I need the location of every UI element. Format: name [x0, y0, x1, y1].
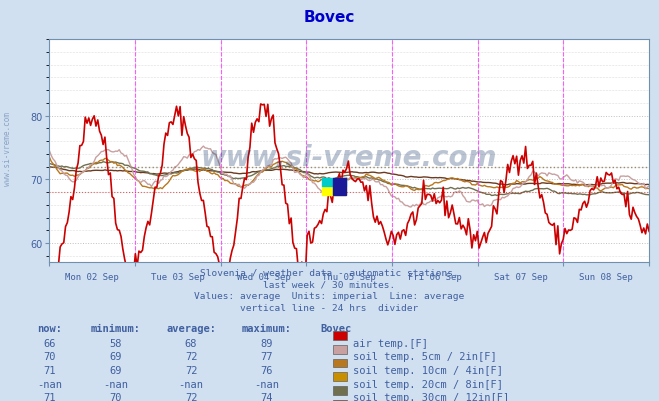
- Text: minimum:: minimum:: [90, 323, 140, 333]
- Text: 66: 66: [43, 338, 55, 348]
- Text: soil temp. 30cm / 12in[F]: soil temp. 30cm / 12in[F]: [353, 392, 509, 401]
- Text: 76: 76: [261, 365, 273, 375]
- Text: Fri 06 Sep: Fri 06 Sep: [408, 272, 462, 281]
- Text: www.si-vreme.com: www.si-vreme.com: [3, 111, 13, 185]
- Text: 72: 72: [185, 392, 197, 401]
- Text: 89: 89: [261, 338, 273, 348]
- Text: vertical line - 24 hrs  divider: vertical line - 24 hrs divider: [241, 304, 418, 312]
- Polygon shape: [333, 178, 346, 196]
- Text: Tue 03 Sep: Tue 03 Sep: [151, 272, 205, 281]
- Text: Values: average  Units: imperial  Line: average: Values: average Units: imperial Line: av…: [194, 292, 465, 300]
- Text: -nan: -nan: [37, 379, 62, 389]
- Text: 58: 58: [109, 338, 121, 348]
- Text: 72: 72: [185, 351, 197, 361]
- Text: soil temp. 20cm / 8in[F]: soil temp. 20cm / 8in[F]: [353, 379, 503, 389]
- Bar: [322, 187, 346, 196]
- Text: Thu 05 Sep: Thu 05 Sep: [322, 272, 376, 281]
- Text: 68: 68: [185, 338, 197, 348]
- Text: soil temp. 5cm / 2in[F]: soil temp. 5cm / 2in[F]: [353, 351, 496, 361]
- Text: www.si-vreme.com: www.si-vreme.com: [201, 144, 498, 172]
- Text: 72: 72: [185, 365, 197, 375]
- Text: now:: now:: [37, 323, 62, 333]
- Text: 74: 74: [261, 392, 273, 401]
- Text: soil temp. 10cm / 4in[F]: soil temp. 10cm / 4in[F]: [353, 365, 503, 375]
- Text: Bovec: Bovec: [304, 10, 355, 25]
- Text: 69: 69: [109, 351, 121, 361]
- Text: 77: 77: [261, 351, 273, 361]
- Text: 70: 70: [109, 392, 121, 401]
- Text: -nan: -nan: [254, 379, 279, 389]
- Text: last week / 30 minutes.: last week / 30 minutes.: [264, 279, 395, 288]
- Text: Sun 08 Sep: Sun 08 Sep: [579, 272, 633, 281]
- Text: -nan: -nan: [103, 379, 128, 389]
- Text: average:: average:: [166, 323, 216, 333]
- Text: Wed 04 Sep: Wed 04 Sep: [237, 272, 291, 281]
- Text: 71: 71: [43, 392, 55, 401]
- Text: air temp.[F]: air temp.[F]: [353, 338, 428, 348]
- Text: 71: 71: [43, 365, 55, 375]
- Text: 69: 69: [109, 365, 121, 375]
- Text: Bovec: Bovec: [320, 323, 352, 333]
- Text: Sat 07 Sep: Sat 07 Sep: [494, 272, 548, 281]
- Text: -nan: -nan: [179, 379, 204, 389]
- Text: 70: 70: [43, 351, 55, 361]
- Text: maximum:: maximum:: [242, 323, 292, 333]
- Text: Slovenia / weather data - automatic stations.: Slovenia / weather data - automatic stat…: [200, 267, 459, 276]
- Bar: [322, 178, 346, 187]
- Text: Mon 02 Sep: Mon 02 Sep: [65, 272, 119, 281]
